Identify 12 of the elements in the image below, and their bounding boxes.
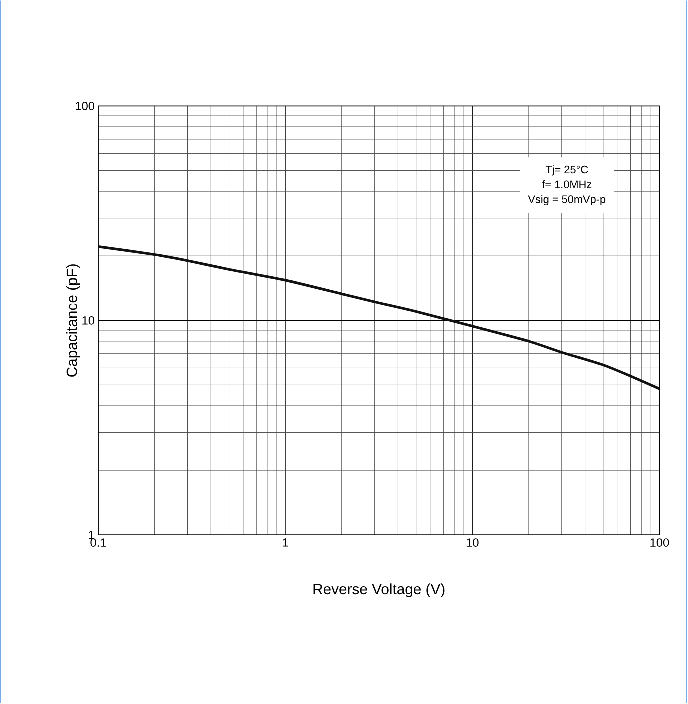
x-tick-label: 1 [283, 538, 289, 547]
annotation: f= 1.0MHz [542, 180, 592, 188]
y-tick-label: 100 [76, 102, 95, 110]
annotation: Vsig = 50mVp-p [528, 195, 606, 206]
x-tick-label: 0.1 [90, 538, 106, 548]
y-tick-label: 1 [89, 531, 95, 540]
y-tick-label: 10 [82, 316, 95, 325]
x-tick-label: 10 [467, 538, 480, 548]
y-axis-title: Capacitance (pF) [66, 264, 80, 377]
annotation: Tj= 25°C [546, 166, 588, 176]
x-tick-label: 100 [650, 538, 670, 548]
x-axis-title: Reverse Voltage (V) [314, 584, 445, 598]
